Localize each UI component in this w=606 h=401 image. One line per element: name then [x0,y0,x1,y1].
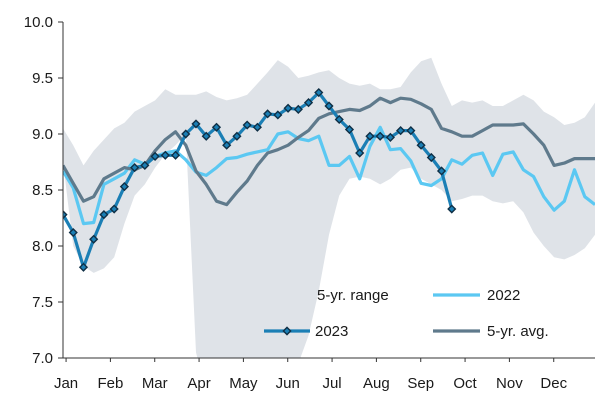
legend-swatch-5yr-range [298,287,312,301]
series-2023-marker [160,150,170,160]
series-2023-marker [406,126,416,136]
series-2023-marker [89,234,99,244]
x-tick-label: Apr [187,375,210,392]
series-2023-marker [324,101,334,111]
series-2023-marker [303,98,314,108]
x-tick-label: May [229,375,258,392]
series-2023-marker [109,204,119,214]
y-tick-label: 10.0 [24,14,53,31]
x-tick-label: Feb [97,375,123,392]
y-tick-label: 9.0 [32,126,53,143]
x-tick-label: Jul [322,375,341,392]
series-5yr-range-band [63,57,595,358]
series-2023-marker [334,114,344,125]
series-2023-marker [447,204,457,214]
y-tick-label: 9.5 [32,70,53,87]
y-tick-label: 7.5 [32,294,53,311]
series-2023-marker [119,182,129,192]
series-2023-marker [263,109,273,119]
series-2023-marker [375,131,385,141]
x-tick-label: Sep [407,375,434,392]
plot-area [63,57,595,358]
x-tick-label: Dec [540,375,567,392]
series-2023-marker [273,110,283,120]
series-2023-marker [436,166,447,176]
series-2023-marker [385,132,395,142]
legend-label-5yr-range: 5-yr. range [317,287,389,304]
y-tick-label: 8.5 [32,182,53,199]
series-2023-marker [252,122,262,132]
series-2023-marker [140,160,150,170]
series-2023-marker [222,140,232,150]
plot-series-group [63,57,595,358]
axes: 7.0 7.5 8.0 8.5 9.0 9.5 10.0 Jan Feb Mar Apr May Jun… [24,14,595,392]
series-2023-marker [68,227,78,238]
series-2023-marker [344,124,355,135]
series-2023-marker [181,129,191,139]
series-2023-marker [99,210,109,220]
x-tick-label: Aug [363,375,390,392]
series-2023-marker [314,87,324,98]
series-2023-marker [191,119,201,129]
x-tick-label: Oct [453,375,477,392]
series-2023-marker [355,148,365,158]
series-2023-marker [130,163,140,173]
series-2023-marker [416,140,426,150]
x-tick-label: Jun [276,375,300,392]
series-2023-marker [365,131,375,141]
series-2023-marker [201,131,211,141]
series-2023-marker [170,150,181,160]
series-2023-marker [78,262,89,272]
legend-label-2023: 2023 [315,323,348,340]
legend-label-5yr-avg: 5-yr. avg. [487,323,549,340]
legend-marker-2023 [282,326,292,336]
legend-label-2022: 2022 [487,287,520,304]
series-2023-marker [396,126,406,136]
series-2023-marker [232,131,242,141]
series-2023-marker [211,122,222,132]
series-2023-marker [426,152,436,163]
y-tick-label: 8.0 [32,238,53,255]
series-2023-marker [150,151,160,161]
legend: 5-yr. range 2022 2023 5-yr. avg. [264,287,549,340]
x-tick-label: Mar [142,375,168,392]
x-tick-label: Nov [496,375,523,392]
series-2023-marker [242,120,252,130]
x-tick-label: Jan [54,375,78,392]
series-2023-marker [283,103,293,113]
series-2023-marker [293,104,303,114]
y-tick-label: 7.0 [32,350,53,367]
series-2023-marker [63,210,68,220]
